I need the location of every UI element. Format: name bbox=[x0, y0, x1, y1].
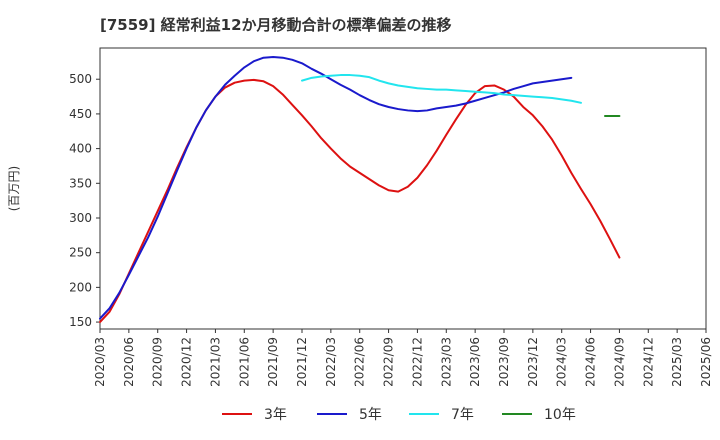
x-tick-label: 2020/03 bbox=[93, 337, 107, 387]
y-tick-label: 500 bbox=[69, 72, 92, 86]
x-tick-label: 2021/09 bbox=[266, 337, 280, 387]
x-tick-label: 2022/12 bbox=[410, 337, 424, 387]
y-tick-label: 300 bbox=[69, 211, 92, 225]
x-tick-label: 2025/06 bbox=[699, 337, 713, 387]
x-tick-label: 2023/03 bbox=[439, 337, 453, 387]
legend-label: 10年 bbox=[544, 407, 576, 423]
x-tick-label: 2025/03 bbox=[670, 337, 684, 387]
legend-label: 7年 bbox=[451, 407, 474, 423]
x-tick-label: 2023/12 bbox=[526, 337, 540, 387]
y-axis-label: (百万円) bbox=[7, 166, 21, 211]
legend: 3年 5年 7年 10年 bbox=[222, 407, 576, 423]
y-tick-label: 350 bbox=[69, 176, 92, 190]
y-tick-label: 200 bbox=[69, 280, 92, 294]
x-axis: 2020/03 2020/06 2020/09 2020/12 2021/03 2021/… bbox=[93, 329, 713, 387]
y-tick-label: 250 bbox=[69, 246, 92, 260]
x-tick-label: 2022/09 bbox=[382, 337, 396, 387]
series-lines bbox=[99, 56, 621, 324]
y-tick-label: 150 bbox=[69, 315, 92, 329]
series-line-2 bbox=[99, 56, 573, 320]
plot-border bbox=[99, 47, 707, 330]
x-tick-label: 2020/09 bbox=[151, 337, 165, 387]
x-tick-label: 2021/06 bbox=[237, 337, 251, 387]
x-tick-label: 2024/09 bbox=[612, 337, 626, 387]
x-tick-label: 2020/06 bbox=[122, 337, 136, 387]
x-tick-label: 2023/09 bbox=[497, 337, 511, 387]
series-line-3 bbox=[301, 74, 582, 104]
x-tick-label: 2024/12 bbox=[641, 337, 655, 387]
x-tick-label: 2023/06 bbox=[468, 337, 482, 387]
y-tick-label: 400 bbox=[69, 142, 92, 156]
x-tick-label: 2020/12 bbox=[180, 337, 194, 387]
x-tick-label: 2024/03 bbox=[555, 337, 569, 387]
x-tick-label: 2024/06 bbox=[584, 337, 598, 387]
x-tick-label: 2021/03 bbox=[208, 337, 222, 387]
chart-title: [7559] 経常利益12か月移動合計の標準偏差の推移 bbox=[100, 16, 452, 34]
legend-label: 5年 bbox=[359, 407, 382, 423]
x-tick-label: 2021/12 bbox=[295, 337, 309, 387]
x-tick-label: 2022/06 bbox=[353, 337, 367, 387]
legend-label: 3年 bbox=[264, 407, 287, 423]
y-tick-label: 450 bbox=[69, 107, 92, 121]
y-axis: 150 200 250 300 350 400 450 500 bbox=[69, 72, 100, 329]
x-tick-label: 2022/03 bbox=[324, 337, 338, 387]
